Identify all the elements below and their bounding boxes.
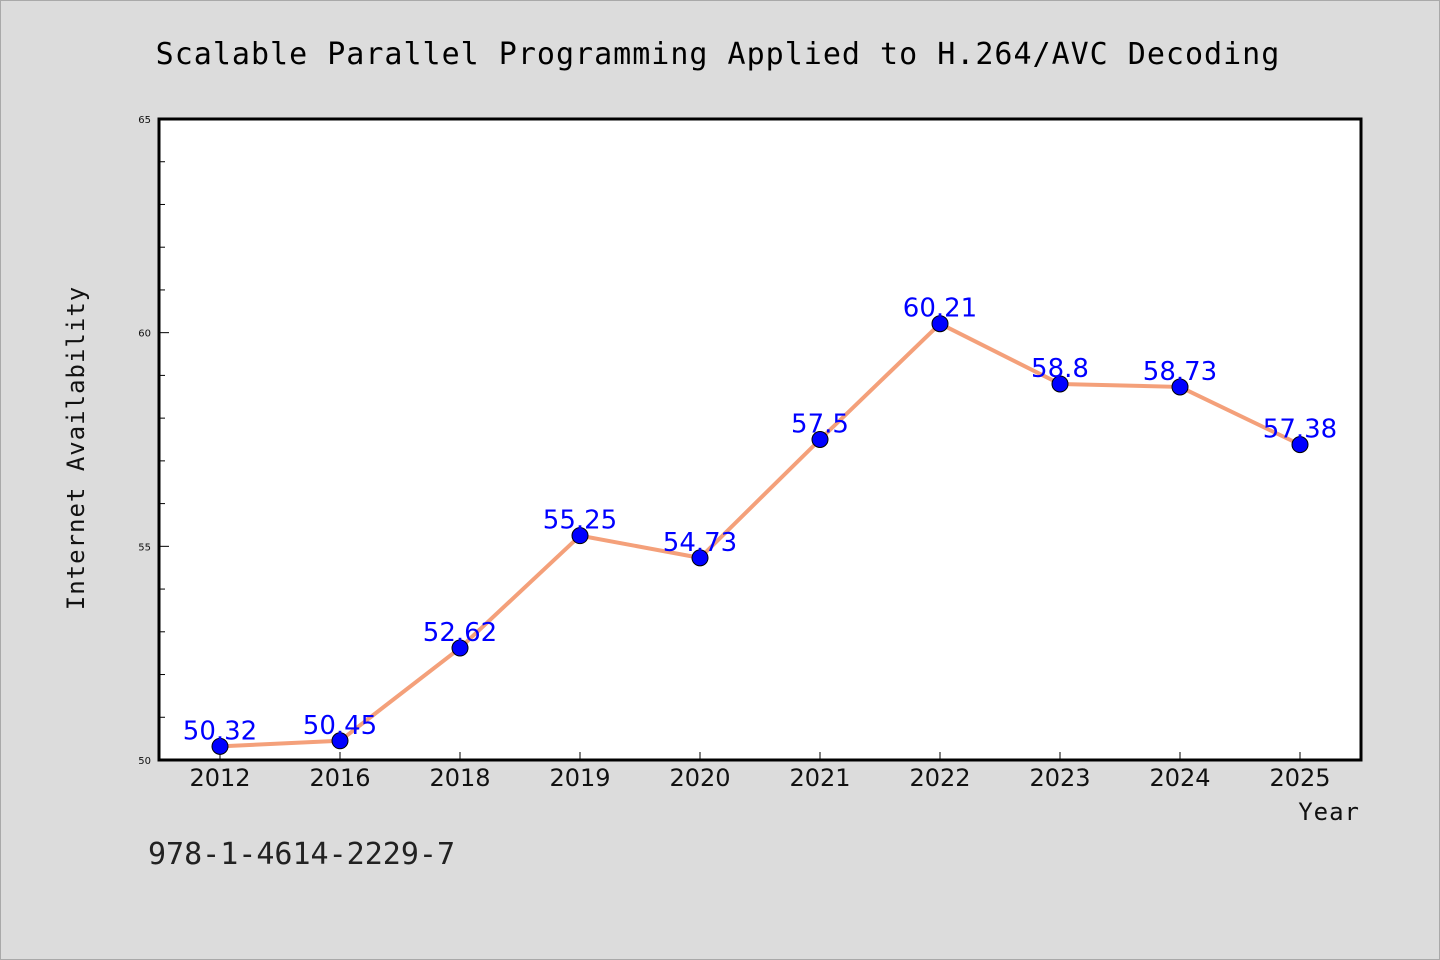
x-axis-title: Year <box>1298 798 1360 826</box>
data-label: 52.62 <box>423 618 497 648</box>
series-internet-availability <box>219 321 1301 749</box>
data-label: 55.25 <box>543 506 617 536</box>
chart-title: Scalable Parallel Programming Applied to… <box>156 37 1281 72</box>
data-point <box>811 431 829 448</box>
x-tick-label: 2016 <box>309 764 370 792</box>
data-markers <box>211 315 1309 755</box>
x-tick-label: 2020 <box>669 764 730 792</box>
x-axis: 2012 2016 2018 2019 2020 2021 2022 2023 2024 2025 <box>189 752 1331 792</box>
data-label: 58.73 <box>1143 357 1217 387</box>
plot-area <box>159 119 1361 760</box>
data-point <box>1051 375 1069 393</box>
x-tick-label: 2019 <box>549 764 610 792</box>
data-point <box>1291 436 1309 454</box>
isbn-text: 978-1-4614-2229-7 <box>148 837 455 872</box>
data-label: 50.32 <box>183 716 257 746</box>
y-tick-label: 65 <box>138 115 151 126</box>
plot-border <box>157 117 1363 762</box>
data-point <box>331 732 349 750</box>
x-tick-label: 2024 <box>1149 764 1210 792</box>
series-line <box>219 321 1301 749</box>
data-point <box>451 639 469 657</box>
data-label: 54.73 <box>663 528 737 558</box>
x-tick-label: 2025 <box>1269 764 1330 792</box>
y-tick-label: 50 <box>138 756 151 767</box>
x-tick-label: 2012 <box>189 764 250 792</box>
data-point <box>1171 378 1189 396</box>
x-tick-label: 2021 <box>789 764 850 792</box>
y-tick-label: 55 <box>138 542 151 553</box>
data-label: 57.5 <box>791 410 849 440</box>
data-label: 60.21 <box>903 294 977 324</box>
x-tick-label: 2023 <box>1029 764 1090 792</box>
data-labels: 50.32 50.45 52.62 55.25 54.73 57.5 60.21 58.8 58… <box>183 294 1337 747</box>
x-tick-label: 2022 <box>909 764 970 792</box>
data-label: 57.38 <box>1263 415 1337 445</box>
x-tick-label: 2018 <box>429 764 490 792</box>
data-point <box>211 737 229 755</box>
y-tick-label: 60 <box>138 329 151 340</box>
data-label: 58.8 <box>1031 354 1089 384</box>
y-axis-title: Internet Availability <box>62 286 90 610</box>
data-point <box>571 527 589 545</box>
data-label: 50.45 <box>303 711 377 741</box>
data-point <box>691 549 709 567</box>
data-point <box>931 315 949 333</box>
